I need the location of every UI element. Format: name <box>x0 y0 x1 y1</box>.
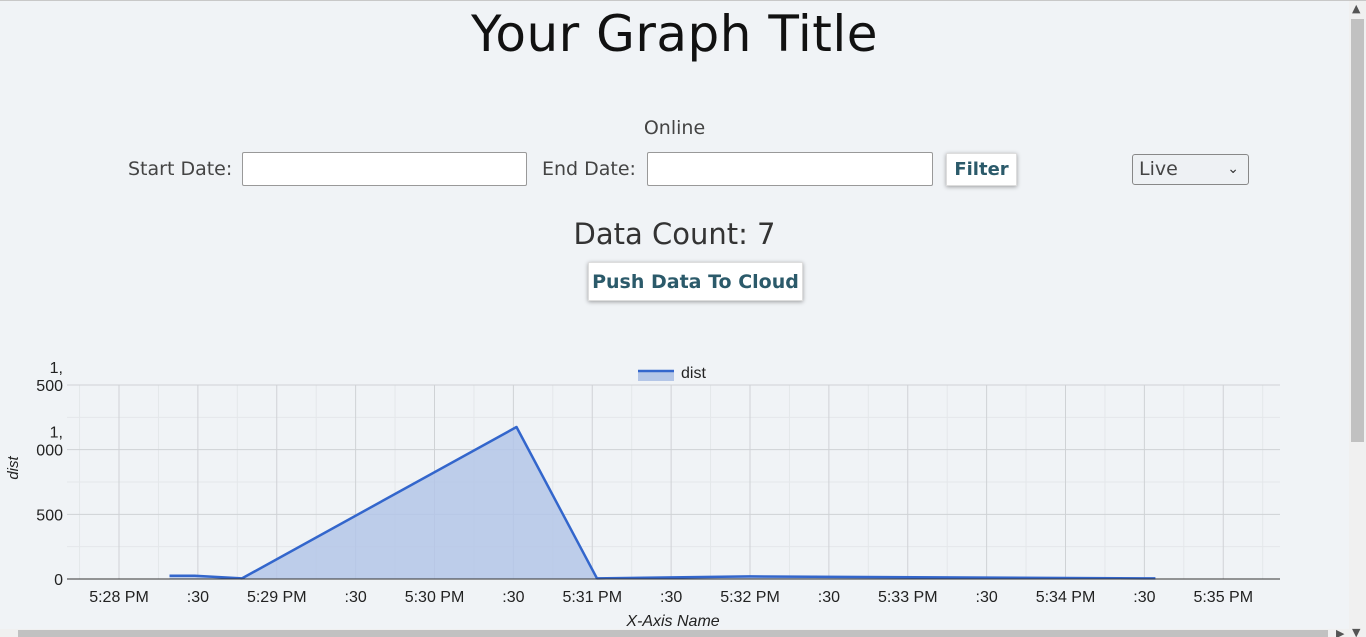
horizontal-scrollbar[interactable]: ▶ <box>0 627 1349 637</box>
start-date-input[interactable] <box>242 152 527 186</box>
x-tick-label: 5:28 PM <box>89 589 149 606</box>
y-axis-title: dist <box>5 455 22 479</box>
caret-up-icon[interactable]: ▲ <box>1352 2 1361 15</box>
x-tick-label: :30 <box>818 589 840 606</box>
x-tick-label: :30 <box>187 589 209 606</box>
legend-label: dist <box>681 365 706 382</box>
horizontal-scroll-thumb[interactable] <box>18 630 1328 637</box>
y-tick-labels: 0 500 1, 000 1, 500 <box>36 360 63 589</box>
x-tick-label: 5:29 PM <box>247 589 307 606</box>
x-tick-label: 5:30 PM <box>405 589 465 606</box>
legend-swatch <box>638 371 674 381</box>
x-tick-label: :30 <box>1133 589 1155 606</box>
chart-minor-grid <box>67 385 1280 579</box>
chart-series <box>169 425 1156 580</box>
y-tick-label: 500 <box>36 507 63 524</box>
mode-select[interactable]: Live ⌄ <box>1132 154 1249 185</box>
x-tick-label: 5:34 PM <box>1036 589 1096 606</box>
page-title: Your Graph Title <box>470 5 879 63</box>
connection-status: Online <box>643 117 706 139</box>
x-tick-label: 5:33 PM <box>878 589 938 606</box>
y-tick-label: 0 <box>54 572 63 589</box>
chart-legend[interactable]: dist <box>638 365 706 382</box>
data-count: Data Count: 7 <box>573 217 776 251</box>
end-date-label: End Date: <box>542 158 636 180</box>
x-tick-label: :30 <box>345 589 367 606</box>
y-tick-label: 1, 000 <box>36 425 63 460</box>
filter-button[interactable]: Filter <box>946 153 1017 186</box>
mode-select-value: Live <box>1139 158 1178 180</box>
x-tick-label: :30 <box>660 589 682 606</box>
end-date-input[interactable] <box>647 152 933 186</box>
x-tick-labels: 5:28 PM :30 5:29 PM :30 5:30 PM :30 5:31 PM :30… <box>89 589 1253 606</box>
start-date-label: Start Date: <box>128 158 233 180</box>
series-line <box>169 425 1156 580</box>
vertical-scrollbar[interactable]: ▲ ▼ <box>1349 1 1366 637</box>
chart: 0 500 1, 000 1, 500 5:28 PM :30 5:29 PM :30 5:30 … <box>5 360 1280 630</box>
series-area <box>169 427 1156 579</box>
x-tick-label: 5:32 PM <box>720 589 780 606</box>
vertical-scroll-thumb[interactable] <box>1351 19 1364 442</box>
push-to-cloud-button[interactable]: Push Data To Cloud <box>588 262 803 301</box>
x-tick-label: 5:31 PM <box>562 589 622 606</box>
x-axis-title: X-Axis Name <box>625 613 719 630</box>
caret-right-icon[interactable]: ▶ <box>1336 627 1345 637</box>
y-tick-label: 1, 500 <box>36 360 63 395</box>
caret-down-icon[interactable]: ▼ <box>1352 626 1361 637</box>
x-tick-label: 5:35 PM <box>1193 589 1253 606</box>
chevron-down-icon: ⌄ <box>1227 161 1239 177</box>
x-tick-label: :30 <box>502 589 524 606</box>
x-tick-label: :30 <box>976 589 998 606</box>
